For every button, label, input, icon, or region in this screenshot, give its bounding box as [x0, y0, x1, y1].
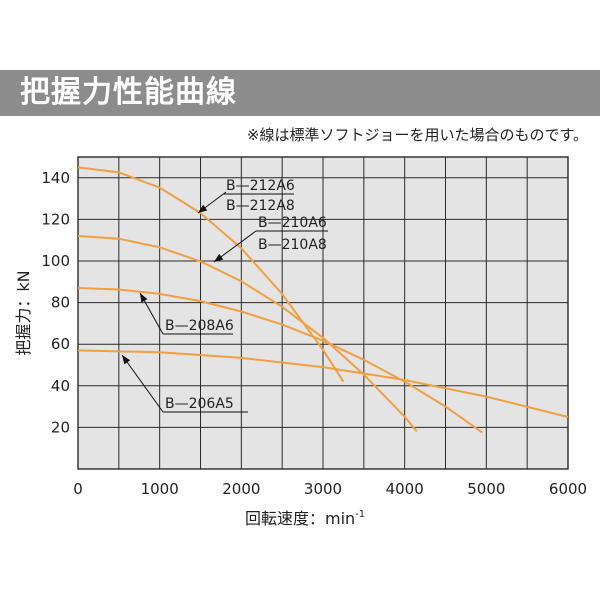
chart-title: 把握力性能曲線: [20, 75, 237, 110]
x-tick-label: 3000: [304, 480, 342, 498]
y-tick-labels: 20 40 60 80 100 120 140: [41, 169, 70, 437]
title-bar: 把握力性能曲線: [0, 70, 600, 116]
y-tick-label: 40: [51, 377, 70, 395]
leader-arrowhead: [122, 355, 131, 365]
x-tick-label: 2000: [222, 480, 260, 498]
y-tick-label: 120: [41, 210, 70, 228]
leader-arrowhead: [198, 204, 208, 213]
x-tick-label: 5000: [467, 480, 505, 498]
series-label-B—212A8: B—212A8: [226, 198, 295, 214]
series-label-B—206A5: B—206A5: [165, 396, 234, 412]
leader-line: [121, 354, 164, 413]
x-tick-label: 4000: [386, 480, 424, 498]
footnote: ※線は標準ソフトジョーを用いた場合のものです。: [246, 126, 588, 144]
x-tick-labels: 0 1000 2000 3000 4000 5000 6000: [73, 480, 587, 498]
series-line-B—210A6: [77, 235, 418, 433]
series-lines: [77, 166, 569, 434]
plot-border: [77, 156, 569, 470]
x-tick-label: 0: [73, 480, 83, 498]
y-tick-label: 140: [41, 169, 70, 187]
label-leaders: [121, 191, 328, 413]
series-label-B—210A6: B—210A6: [258, 215, 327, 231]
leader-arrowhead: [214, 253, 224, 262]
x-tick-label: 6000: [549, 480, 587, 498]
x-axis-label: 回転速度：min-1: [245, 509, 365, 528]
y-tick-label: 60: [51, 335, 70, 353]
y-tick-label: 80: [51, 294, 70, 312]
x-axis-label-text: 回転速度：min: [245, 509, 355, 528]
series-line-B—208A6: [77, 287, 483, 434]
y-tick-label: 100: [41, 252, 70, 270]
series-line-B—212A6: [77, 166, 345, 383]
series-label-B—208A6: B—208A6: [165, 318, 234, 334]
series-line-B—206A5: [77, 349, 569, 418]
x-tick-label: 1000: [141, 480, 179, 498]
y-tick-label: 20: [51, 418, 70, 436]
y-axis-label: 把握力：kN: [14, 270, 33, 355]
series-label-B—212A6: B—212A6: [226, 178, 295, 194]
x-axis-label-superscript: -1: [355, 509, 365, 520]
series-label-B—210A8: B—210A8: [258, 237, 327, 253]
leader-arrowhead: [140, 293, 148, 303]
